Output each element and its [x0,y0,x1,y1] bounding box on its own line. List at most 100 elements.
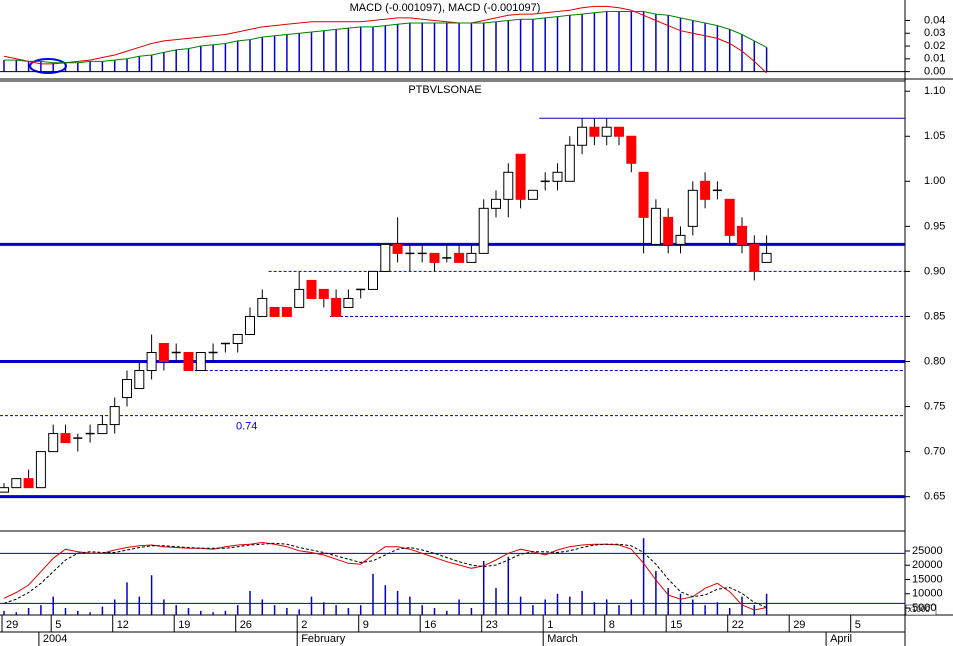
series-line [3,542,767,608]
candle-body [650,207,661,245]
candle-body [146,352,157,372]
x-tick-label: 29 [6,619,18,631]
candle-body [245,315,255,335]
y-tick-label: 1.00 [924,175,945,187]
candle-body [306,279,317,299]
series-line [4,11,767,64]
candle-body [737,225,747,245]
unit-box [905,604,937,616]
candle-body [318,288,329,299]
y-tick-label: 1.10 [924,85,945,97]
candle-body [626,135,637,164]
candle-body [331,297,342,317]
y-tick-label: 0.65 [924,491,945,503]
y-tick-label: 0.00 [924,66,945,78]
candle-body [122,379,132,399]
month-label: February [301,633,346,645]
candle-body [638,171,649,218]
y-tick-label: 15000 [912,573,943,585]
x-tick-label: 22 [732,619,744,631]
month-label: April [830,633,852,645]
candle-body [158,342,169,363]
y-tick-label: 0.95 [924,220,945,232]
candle-body [761,252,772,263]
candle-body [48,433,59,453]
unit-label: x1000 [908,605,930,614]
candle-body [183,352,194,372]
series-line [3,5,767,74]
candle-body [23,478,34,489]
candle-body [0,487,9,493]
candle-body [232,333,243,344]
candle-body [466,252,477,263]
x-tick-label: 29 [793,619,805,631]
x-tick-label: 1 [547,619,553,631]
candle-body [478,207,489,254]
y-tick-label: 0.80 [924,355,945,367]
candle-body [429,252,440,263]
candle-body [343,297,354,308]
y-tick-label: 25000 [912,545,943,557]
month-label: 2004 [43,633,67,645]
series-line [3,541,767,611]
candle-body [257,297,268,317]
y-tick-label: 0.70 [924,446,945,458]
y-tick-label: 10000 [912,588,943,600]
candle-body [527,189,538,200]
x-tick-label: 15 [670,619,682,631]
level-label: 0.74 [236,420,257,432]
candle-body [294,288,305,308]
y-tick-label: 0.04 [924,14,945,26]
candle-body [97,424,108,435]
candle-body [368,270,378,290]
x-tick-label: 5 [855,619,861,631]
y-tick-label: 1.05 [924,130,945,142]
candle-body [663,216,674,245]
candle-body [687,189,698,227]
candle-body [577,126,588,146]
candle-body [589,126,600,137]
candle-body [491,198,501,209]
x-tick-label: 16 [424,619,436,631]
month-label: March [547,633,578,645]
candle-body [454,252,465,263]
y-tick-label: 5000 [912,602,936,614]
x-tick-label: 9 [363,619,369,631]
x-tick-label: 12 [117,619,129,631]
candle-body [35,451,46,489]
candle-body [724,198,735,236]
candle-body [392,243,403,254]
x-tick-label: 5 [55,619,61,631]
x-tick-label: 26 [240,619,252,631]
candle-body [60,433,71,444]
candle-body [614,126,624,137]
candle-body [109,406,120,426]
x-tick-label: 2 [301,619,307,631]
candle-body [195,352,206,372]
y-tick-label: 0.03 [924,27,945,39]
candle-body [749,243,760,272]
candle-body [601,126,612,137]
y-tick-label: 0.02 [924,40,945,52]
candle-body [11,478,22,489]
candle-body [564,144,575,182]
y-tick-label: 0.90 [924,265,945,277]
candle-body [675,234,686,245]
y-tick-label: 0.01 [924,53,945,65]
candle-body [134,370,145,390]
price-title: PTBVLSONAE [408,84,481,96]
candle-body [269,306,280,317]
x-tick-label: 23 [486,619,498,631]
candle-body [700,180,711,200]
y-tick-label: 0.85 [924,310,945,322]
candle-body [503,171,514,200]
y-tick-label: 0.75 [924,400,945,412]
x-tick-label: 19 [178,619,190,631]
candle-body [281,306,292,317]
candle-body [380,243,391,272]
candle-body [515,153,526,200]
x-tick-label: 8 [609,619,615,631]
candle-body [552,171,563,182]
